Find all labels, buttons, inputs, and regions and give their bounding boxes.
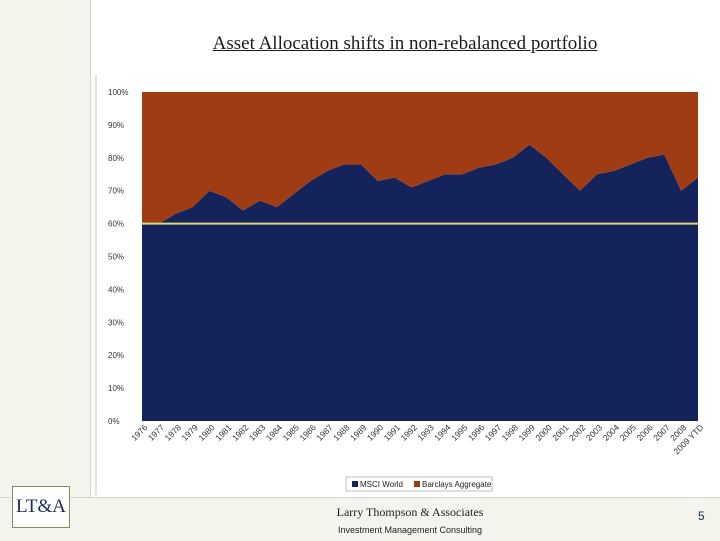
x-tick-label: 1984 (264, 422, 285, 443)
x-tick-label: 1982 (230, 422, 251, 443)
x-tick-label: 2007 (651, 422, 672, 443)
y-tick-label: 10% (108, 384, 124, 393)
x-tick-label: 1988 (331, 422, 352, 443)
x-tick-label: 1983 (247, 422, 268, 443)
x-tick-label: 1996 (466, 422, 487, 443)
x-tick-label: 1992 (399, 422, 420, 443)
x-tick-label: 1976 (129, 422, 150, 443)
x-tick-label: 2005 (618, 422, 639, 443)
footer-band (0, 497, 720, 541)
area-series-1 (142, 144, 698, 421)
x-tick-label: 2000 (533, 422, 554, 443)
x-tick-label: 1993 (415, 422, 436, 443)
firm-name: Larry Thompson & Associates (336, 505, 484, 519)
left-decorative-band (0, 0, 91, 497)
y-tick-label: 30% (108, 318, 124, 327)
y-tick-label: 50% (108, 253, 124, 262)
series-areas (142, 92, 698, 421)
y-tick-label: 20% (108, 351, 124, 360)
x-tick-label: 1995 (449, 422, 470, 443)
x-tick-label: 1987 (314, 422, 335, 443)
y-tick-label: 100% (108, 88, 128, 97)
x-tick-label: 1999 (516, 422, 537, 443)
x-tick-label: 1979 (180, 422, 201, 443)
x-tick-label: 1991 (382, 422, 403, 443)
y-tick-label: 70% (108, 187, 124, 196)
legend-label-1: MSCI World (360, 480, 403, 489)
x-tick-label: 2006 (634, 422, 655, 443)
legend-swatch-1 (352, 481, 358, 487)
legend: MSCI World Barclays Aggregate (345, 476, 493, 492)
area-chart: 0%10%20%30%40%50%60%70%80%90%100% 197619… (95, 75, 705, 495)
x-tick-label: 1989 (348, 422, 369, 443)
y-axis-ticks: 0% 10% 20% 30% 40% 50% 60% 70% 80% 90% 100% (108, 88, 128, 426)
company-logo: LT&A (12, 486, 70, 528)
y-tick-label: 90% (108, 121, 124, 130)
legend-swatch-2 (414, 481, 420, 487)
y-tick-label: 40% (108, 285, 124, 294)
x-axis-ticks: 1976197719781979198019811982198319841985… (129, 422, 705, 456)
x-tick-label: 2003 (584, 422, 605, 443)
y-tick-label: 80% (108, 154, 124, 163)
x-tick-label: 1998 (500, 422, 521, 443)
x-tick-label: 2004 (601, 422, 622, 443)
x-tick-label: 1980 (196, 422, 217, 443)
x-tick-label: 1990 (365, 422, 386, 443)
firm-tagline: Investment Management Consulting (337, 525, 483, 535)
y-tick-label: 0% (108, 417, 120, 426)
x-tick-label: 2001 (550, 422, 571, 443)
x-tick-label: 1977 (146, 422, 167, 443)
x-tick-label: 1981 (213, 422, 234, 443)
x-tick-label: 2002 (567, 422, 588, 443)
x-tick-label: 1994 (432, 422, 453, 443)
x-tick-label: 1997 (483, 422, 504, 443)
x-tick-label: 1978 (163, 422, 184, 443)
x-tick-label: 1986 (297, 422, 318, 443)
legend-label-2: Barclays Aggregate (422, 480, 492, 489)
area-series-2 (142, 92, 698, 224)
x-tick-label: 1985 (281, 422, 302, 443)
page-number: 5 (698, 509, 705, 523)
slide-title: Asset Allocation shifts in non-rebalance… (212, 33, 598, 54)
y-tick-label: 60% (108, 220, 124, 229)
